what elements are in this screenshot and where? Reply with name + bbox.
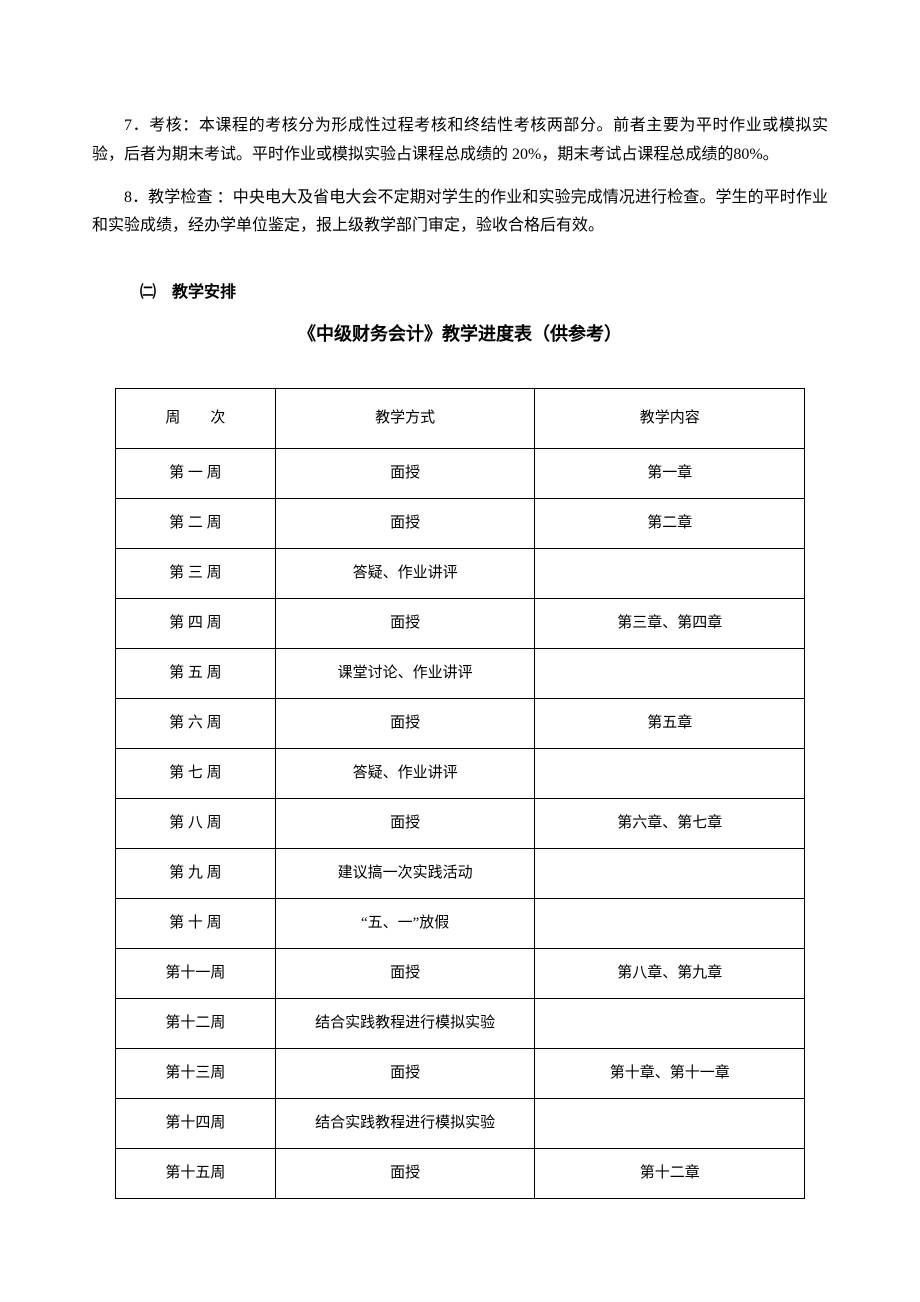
cell-week: 第 二 周 [116, 499, 276, 549]
cell-content: 第三章、第四章 [535, 599, 805, 649]
cell-content: 第十二章 [535, 1149, 805, 1199]
cell-method: 面授 [275, 1049, 535, 1099]
cell-week: 第 一 周 [116, 449, 276, 499]
cell-method: 面授 [275, 949, 535, 999]
cell-method: 答疑、作业讲评 [275, 749, 535, 799]
cell-content [535, 1099, 805, 1149]
col-header-week: 周 次 [116, 389, 276, 449]
table-row: 第 十 周“五、一”放假 [116, 899, 805, 949]
cell-content [535, 999, 805, 1049]
table-body: 第 一 周面授第一章第 二 周面授第二章第 三 周答疑、作业讲评第 四 周面授第… [116, 449, 805, 1199]
cell-method: 建议搞一次实践活动 [275, 849, 535, 899]
cell-week: 第十一周 [116, 949, 276, 999]
cell-method: “五、一”放假 [275, 899, 535, 949]
table-row: 第十一周面授第八章、第九章 [116, 949, 805, 999]
cell-week: 第 三 周 [116, 549, 276, 599]
cell-week: 第十四周 [116, 1099, 276, 1149]
table-row: 第 五 周课堂讨论、作业讲评 [116, 649, 805, 699]
cell-content: 第八章、第九章 [535, 949, 805, 999]
table-row: 第十二周结合实践教程进行模拟实验 [116, 999, 805, 1049]
col-header-method: 教学方式 [275, 389, 535, 449]
cell-content [535, 549, 805, 599]
paragraph-7: 7．考核：本课程的考核分为形成性过程考核和终结性考核两部分。前者主要为平时作业或… [92, 112, 828, 170]
cell-week: 第 八 周 [116, 799, 276, 849]
cell-content: 第一章 [535, 449, 805, 499]
table-row: 第 七 周答疑、作业讲评 [116, 749, 805, 799]
cell-method: 结合实践教程进行模拟实验 [275, 999, 535, 1049]
cell-week: 第 七 周 [116, 749, 276, 799]
table-row: 第 八 周面授第六章、第七章 [116, 799, 805, 849]
table-row: 第 九 周建议搞一次实践活动 [116, 849, 805, 899]
cell-method: 面授 [275, 1149, 535, 1199]
cell-week: 第 九 周 [116, 849, 276, 899]
cell-week: 第 四 周 [116, 599, 276, 649]
cell-content [535, 749, 805, 799]
paragraph-8: 8．教学检查 ：中央电大及省电大会不定期对学生的作业和实验完成情况进行检查。学生… [92, 184, 828, 242]
cell-content: 第十章、第十一章 [535, 1049, 805, 1099]
cell-content: 第二章 [535, 499, 805, 549]
table-row: 第十五周面授第十二章 [116, 1149, 805, 1199]
cell-content [535, 649, 805, 699]
cell-week: 第十二周 [116, 999, 276, 1049]
cell-method: 面授 [275, 799, 535, 849]
table-row: 第 三 周答疑、作业讲评 [116, 549, 805, 599]
cell-content: 第六章、第七章 [535, 799, 805, 849]
cell-method: 面授 [275, 699, 535, 749]
cell-method: 结合实践教程进行模拟实验 [275, 1099, 535, 1149]
col-header-content: 教学内容 [535, 389, 805, 449]
cell-method: 答疑、作业讲评 [275, 549, 535, 599]
cell-week: 第十五周 [116, 1149, 276, 1199]
table-row: 第十三周面授第十章、第十一章 [116, 1049, 805, 1099]
cell-method: 面授 [275, 449, 535, 499]
table-header-row: 周 次 教学方式 教学内容 [116, 389, 805, 449]
cell-week: 第 十 周 [116, 899, 276, 949]
cell-method: 面授 [275, 499, 535, 549]
cell-content [535, 899, 805, 949]
table-row: 第 四 周面授第三章、第四章 [116, 599, 805, 649]
cell-week: 第 六 周 [116, 699, 276, 749]
table-row: 第 二 周面授第二章 [116, 499, 805, 549]
schedule-table: 周 次 教学方式 教学内容 第 一 周面授第一章第 二 周面授第二章第 三 周答… [115, 388, 805, 1199]
table-row: 第 六 周面授第五章 [116, 699, 805, 749]
table-title: 《中级财务会计》教学进度表（供参考） [92, 318, 828, 350]
cell-week: 第十三周 [116, 1049, 276, 1099]
table-row: 第十四周结合实践教程进行模拟实验 [116, 1099, 805, 1149]
cell-content [535, 849, 805, 899]
cell-method: 面授 [275, 599, 535, 649]
table-row: 第 一 周面授第一章 [116, 449, 805, 499]
cell-content: 第五章 [535, 699, 805, 749]
section-heading: ㈡ 教学安排 [92, 279, 828, 308]
cell-method: 课堂讨论、作业讲评 [275, 649, 535, 699]
cell-week: 第 五 周 [116, 649, 276, 699]
